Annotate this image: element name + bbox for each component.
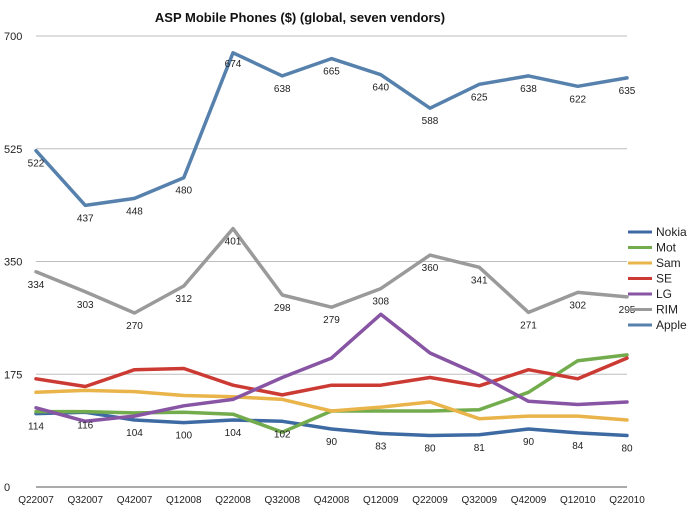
legend-label-mot: Mot [656, 241, 677, 255]
legend-label-lg: LG [656, 287, 672, 301]
data-label: 116 [77, 420, 93, 431]
data-label: 104 [126, 428, 143, 439]
data-label: 334 [28, 280, 45, 291]
data-label: 90 [523, 437, 535, 448]
x-tick-label: Q42009 [511, 495, 547, 506]
data-label: 100 [175, 431, 192, 442]
data-label: 303 [77, 300, 94, 311]
x-tick-label: Q22008 [215, 495, 251, 506]
x-tick-label: Q32008 [264, 495, 300, 506]
series-line-rim [34, 226, 629, 315]
data-label: 635 [619, 86, 636, 97]
data-label: 81 [474, 443, 486, 454]
x-tick-label: Q32007 [67, 495, 103, 506]
data-label: 90 [326, 437, 338, 448]
data-label: 279 [323, 315, 340, 326]
data-label: 638 [520, 84, 537, 95]
data-label: 84 [572, 441, 584, 452]
series-line-mot [34, 353, 629, 434]
data-label: 80 [424, 443, 436, 454]
data-label: 271 [520, 320, 537, 331]
data-label: 104 [225, 428, 242, 439]
data-label: 437 [77, 213, 94, 224]
chart-title: ASP Mobile Phones ($) (global, seven ven… [155, 10, 445, 25]
x-tick-label: Q12010 [560, 495, 596, 506]
data-label: 588 [422, 116, 439, 127]
x-tick-label: Q42008 [314, 495, 350, 506]
data-label: 480 [175, 186, 192, 197]
data-label: 270 [126, 321, 143, 332]
data-label: 295 [619, 305, 636, 316]
data-label: 448 [126, 206, 143, 217]
series-line-nokia [34, 410, 629, 438]
legend-label-rim: RIM [656, 303, 678, 317]
data-label: 625 [471, 92, 488, 103]
data-label: 102 [274, 429, 291, 440]
data-label: 360 [422, 263, 439, 274]
x-tick-label: Q22010 [609, 495, 645, 506]
legend-label-apple: Apple [656, 318, 687, 332]
data-label: 341 [471, 275, 488, 286]
data-label: 522 [28, 159, 45, 170]
series-line-sam [34, 388, 629, 422]
data-label: 312 [175, 294, 192, 305]
y-tick-label: 0 [4, 482, 10, 494]
data-label: 622 [569, 94, 586, 105]
data-label: 665 [323, 67, 340, 78]
x-tick-label: Q42007 [117, 495, 153, 506]
x-tick-label: Q32009 [461, 495, 497, 506]
legend-label-se: SE [656, 272, 672, 286]
data-label: 674 [225, 59, 242, 70]
data-label: 302 [569, 300, 586, 311]
legend-label-nokia: Nokia [656, 225, 687, 239]
x-tick-label: Q22007 [18, 495, 54, 506]
data-label: 308 [372, 297, 389, 308]
data-label: 640 [372, 83, 389, 94]
series-line-lg [34, 312, 629, 424]
y-tick-label: 350 [4, 257, 22, 269]
x-tick-label: Q22009 [412, 495, 448, 506]
data-label: 80 [621, 443, 633, 454]
data-label: 298 [274, 303, 291, 314]
data-label: 638 [274, 84, 291, 95]
legend-label-sam: Sam [656, 256, 681, 270]
y-tick-label: 700 [4, 31, 22, 43]
x-tick-label: Q12009 [363, 495, 399, 506]
y-tick-label: 175 [4, 369, 22, 381]
data-label: 114 [28, 422, 44, 433]
data-label: 401 [225, 237, 242, 248]
series-line-se [34, 356, 629, 397]
y-tick-label: 525 [4, 144, 22, 156]
data-label: 83 [375, 442, 387, 453]
x-tick-label: Q12008 [166, 495, 202, 506]
series-line-apple [34, 51, 629, 208]
